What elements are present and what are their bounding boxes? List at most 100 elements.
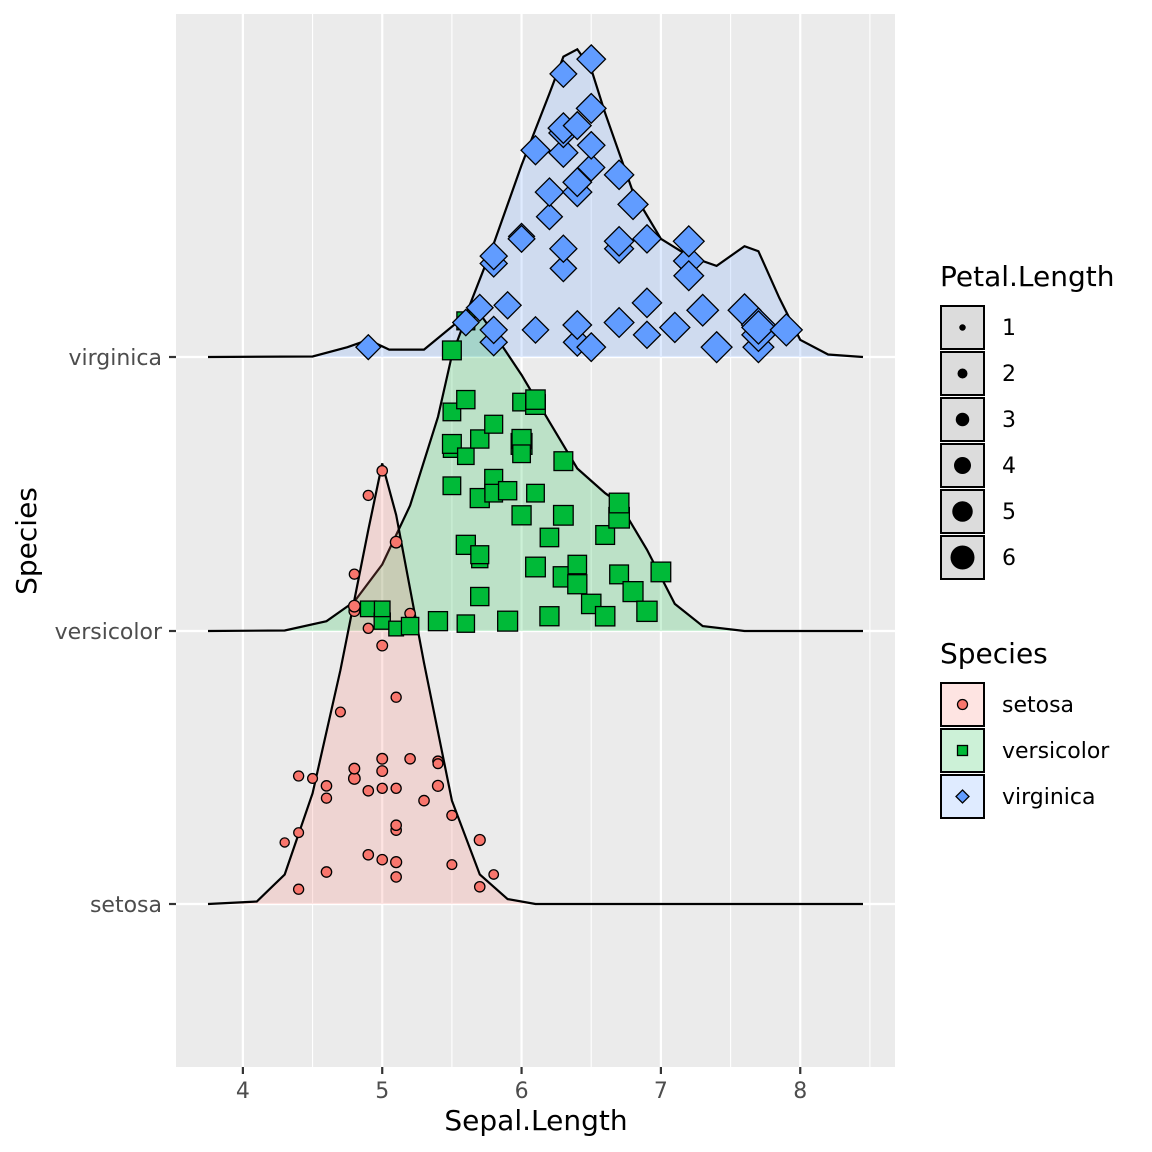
x-tick-label: 6 (515, 1079, 529, 1104)
point-virginica (686, 293, 720, 327)
point-setosa (307, 772, 319, 784)
point-setosa (292, 883, 305, 895)
point-versicolor (470, 545, 490, 565)
point-versicolor (470, 586, 490, 607)
point-virginica (603, 225, 635, 257)
point-versicolor (512, 444, 532, 464)
legend-size-swatch (957, 368, 968, 379)
x-tick-label: 4 (236, 1079, 250, 1104)
point-setosa (320, 792, 333, 804)
point-versicolor (539, 527, 560, 548)
legend-size-label: 1 (1002, 316, 1016, 341)
point-setosa (431, 779, 445, 792)
point-versicolor (608, 492, 630, 514)
legend-size-label: 2 (1002, 362, 1016, 387)
point-virginica (632, 320, 662, 350)
point-versicolor (539, 606, 560, 627)
density-fill-versicolor (208, 313, 863, 631)
point-versicolor (553, 451, 574, 472)
point-setosa (376, 765, 389, 778)
point-setosa (390, 691, 402, 703)
legend-species-label: versicolor (1002, 739, 1110, 764)
point-virginica (576, 43, 607, 75)
point-setosa (473, 880, 486, 893)
point-virginica (493, 290, 523, 320)
legend-size-swatch (954, 457, 971, 474)
point-setosa (293, 827, 305, 839)
y-tick-label: setosa (90, 893, 162, 918)
y-axis-title: Species (10, 487, 43, 595)
point-versicolor (456, 614, 476, 633)
point-virginica (576, 130, 606, 160)
point-setosa (362, 622, 374, 634)
point-versicolor (441, 433, 462, 454)
point-versicolor (552, 504, 574, 526)
legend-size-label: 3 (1002, 408, 1016, 433)
point-setosa (376, 464, 389, 477)
point-virginica (740, 310, 776, 345)
point-versicolor (484, 414, 504, 434)
legend-size-swatch (959, 324, 966, 331)
point-setosa (432, 758, 444, 770)
point-setosa (390, 819, 402, 832)
legend-species-swatch (955, 789, 970, 804)
point-setosa (389, 535, 403, 549)
point-setosa (348, 568, 361, 580)
point-setosa (390, 782, 402, 794)
point-setosa (446, 859, 458, 871)
legend-size-key (940, 489, 985, 534)
point-versicolor (511, 505, 532, 526)
point-setosa (348, 762, 361, 775)
point-virginica (700, 330, 733, 364)
legend-species-label: virginica (1002, 785, 1096, 810)
point-virginica (562, 309, 593, 341)
legend-species: Species setosa versicolor virginica (940, 637, 1110, 819)
point-versicolor (427, 610, 449, 632)
point-virginica (631, 287, 663, 319)
point-versicolor (594, 605, 616, 627)
point-virginica (673, 260, 705, 292)
point-versicolor (470, 429, 490, 449)
point-virginica (603, 306, 635, 339)
point-virginica (548, 234, 578, 264)
point-versicolor (525, 556, 546, 578)
point-setosa (446, 809, 458, 822)
point-virginica (521, 315, 550, 344)
point-virginica (535, 202, 564, 231)
point-virginica (658, 311, 691, 344)
point-versicolor (567, 554, 588, 575)
point-versicolor (497, 480, 518, 501)
legend-species-swatch (956, 744, 969, 757)
point-virginica (479, 241, 509, 271)
legend-size-label: 4 (1002, 454, 1016, 479)
point-versicolor (497, 610, 519, 632)
point-versicolor (456, 447, 475, 466)
legend-size-swatch (950, 545, 975, 570)
point-setosa (362, 848, 375, 861)
point-setosa (334, 706, 346, 718)
legend-size-swatch (952, 501, 973, 522)
point-setosa (320, 780, 333, 792)
point-versicolor (636, 600, 658, 623)
point-setosa (376, 639, 389, 652)
point-virginica (479, 315, 509, 345)
axes: 4 5 6 7 8 setosa versicolor virginica (55, 346, 808, 1104)
point-virginica (562, 110, 593, 141)
point-versicolor (622, 581, 644, 603)
legend-size-label: 6 (1002, 546, 1016, 571)
point-virginica (576, 331, 607, 363)
point-versicolor (609, 564, 630, 585)
point-setosa (376, 853, 389, 866)
density-line-setosa (207, 463, 863, 906)
legend-size-title: Petal.Length (940, 260, 1115, 293)
point-versicolor (400, 616, 420, 636)
legend-species-swatch (956, 698, 969, 711)
point-virginica (547, 137, 579, 169)
point-virginica (534, 177, 565, 208)
point-virginica (672, 224, 706, 258)
point-virginica (465, 293, 495, 323)
point-versicolor (526, 483, 545, 503)
point-setosa (320, 866, 333, 878)
point-versicolor (650, 561, 672, 583)
